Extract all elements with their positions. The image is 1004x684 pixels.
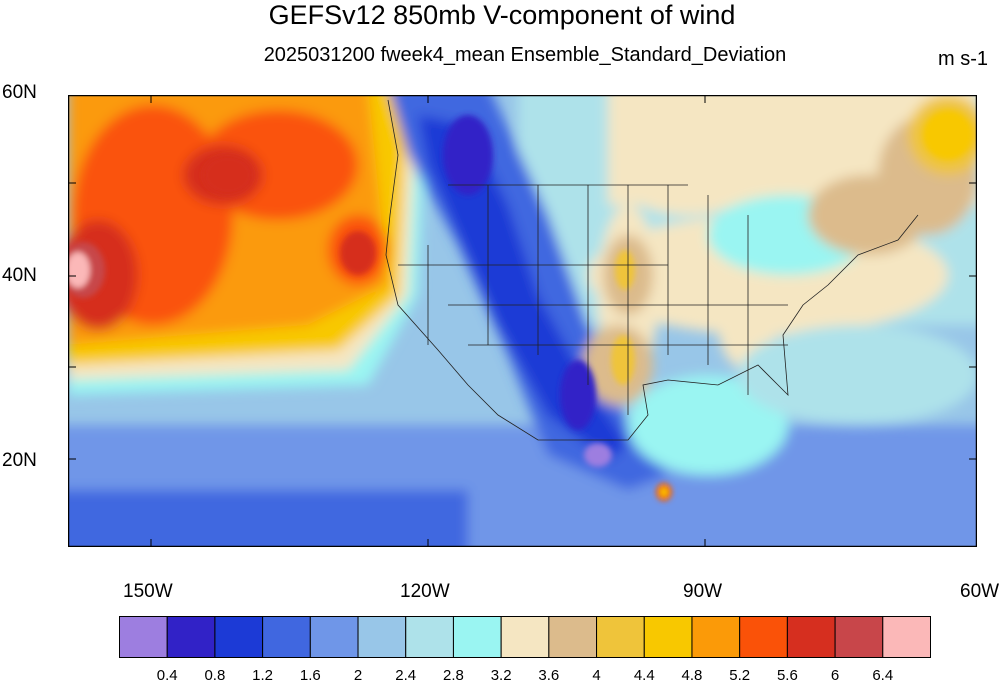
- colorbar-tick-label: 1.2: [252, 667, 274, 684]
- colorbar-swatch: [834, 616, 884, 658]
- colorbar-tick-label: 2: [353, 667, 363, 684]
- colorbar-swatch: [786, 616, 836, 658]
- wind-std-dev-map: [68, 95, 977, 547]
- colorbar-tick-label: 2.4: [395, 667, 417, 684]
- colorbar-swatch: [405, 616, 454, 658]
- colorbar-tick-label: 0.4: [156, 667, 178, 684]
- colorbar-tick-label: 0.8: [204, 667, 226, 684]
- lon-label-60w: 60W: [960, 581, 1000, 602]
- colorbar-tick-label: 5.2: [729, 667, 751, 684]
- colorbar: [119, 616, 931, 658]
- colorbar-tick-label: 4.4: [633, 667, 655, 684]
- lon-label-90w: 90W: [683, 581, 723, 602]
- lat-label-60n: 60N: [2, 82, 37, 103]
- colorbar-swatch: [357, 616, 407, 658]
- colorbar-swatch: [309, 616, 359, 658]
- colorbar-swatch: [739, 616, 788, 658]
- colorbar-swatch: [262, 616, 311, 658]
- colorbar-tick-label: 6.4: [872, 667, 894, 684]
- colorbar-swatch: [166, 616, 216, 658]
- lat-label-20n: 20N: [2, 450, 37, 471]
- colorbar-tick-label: 4: [592, 667, 601, 684]
- colorbar-tick-label: 3.6: [538, 667, 560, 684]
- lon-label-150w: 150W: [123, 581, 173, 602]
- colorbar-tick-label: 3.2: [490, 667, 512, 684]
- colorbar-swatch: [882, 616, 931, 658]
- colorbar-tick-label: 5.6: [776, 667, 798, 684]
- chart-title: GEFSv12 850mb V-component of wind: [268, 0, 736, 30]
- colorbar-swatch: [596, 616, 645, 658]
- colorbar-tick-label: 2.8: [443, 667, 464, 684]
- colorbar-swatch: [500, 616, 550, 658]
- chart-subtitle: 2025031200 fweek4_mean Ensemble_Standard…: [263, 44, 787, 66]
- colorbar-swatch: [452, 616, 502, 658]
- colorbar-tick-label: 6: [830, 667, 840, 684]
- units-label: m s-1: [938, 48, 988, 70]
- colorbar-swatch: [119, 616, 168, 658]
- lat-label-40n: 40N: [2, 265, 37, 286]
- colorbar-tick-label: 1.6: [299, 667, 321, 684]
- colorbar-tick-label: 4.8: [681, 667, 703, 684]
- colorbar-swatch: [548, 616, 598, 658]
- colorbar-swatch: [691, 616, 741, 658]
- lon-label-120w: 120W: [400, 581, 450, 602]
- colorbar-swatch: [643, 616, 693, 658]
- colorbar-swatch: [214, 616, 264, 658]
